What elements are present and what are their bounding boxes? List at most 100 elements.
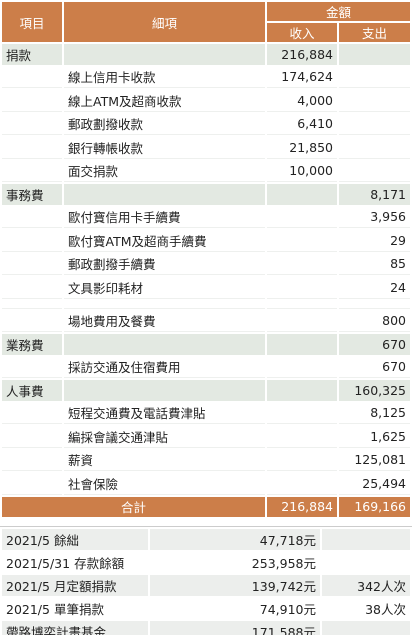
income-cell [267,426,337,448]
summary-amount: 47,718元 [150,528,320,550]
item-cell [2,357,62,378]
item-cell [2,137,62,159]
item-cell: 捐款 [2,44,62,65]
summary-amount: 171,588元 [150,620,320,635]
expense-cell: 670 [339,357,411,378]
detail-cell: 線上ATM及超商收款 [64,90,265,112]
item-cell [2,67,62,88]
detail-cell: 郵政劃撥收款 [64,114,265,135]
detail-cell [64,334,265,355]
expense-cell: 160,325 [339,380,411,401]
income-cell [267,450,337,471]
income-cell [267,230,337,252]
summary-row: 2021/5 單筆捐款 74,910元 38人次 [2,598,410,619]
summary-label: 2021/5 單筆捐款 [6,601,104,617]
expense-cell: 85 [339,254,411,275]
expense-cell: 24 [339,277,411,299]
expense-cell [339,137,411,159]
expense-cell: 8,171 [339,184,411,205]
item-cell [2,426,62,448]
summary-amount: 74,910元 [259,601,316,617]
empty-cell [64,301,265,309]
expense-cell: 670 [339,334,411,355]
header-row: 項目 細項 金額 [2,2,411,42]
income-cell [267,380,337,401]
summary-count [322,620,410,635]
expense-cell: 29 [339,230,411,252]
detail-row: 面交捐款 10,000 [2,161,411,182]
income-cell: 10,000 [267,161,337,182]
detail-cell: 場地費用及餐費 [64,311,265,332]
expense-cell: 8,125 [339,403,411,424]
income-cell [267,277,337,299]
expense-cell [339,90,411,112]
total-label: 合計 [2,496,265,517]
detail-row: 採訪交通及住宿費用 670 [2,357,411,378]
detail-cell: 短程交通費及電話費津貼 [64,403,265,424]
category-row: 事務費 8,171 [2,184,411,205]
table-header: 項目 細項 金額 收入 支出 [2,2,411,42]
total-expense: 169,166 [339,496,411,517]
item-cell [2,90,62,112]
expense-cell [339,67,411,88]
summary-label: 2021/5 月定額捐款 [2,574,148,596]
header-cell: 金額 [267,2,411,21]
item-cell [2,207,62,228]
item-cell [2,403,62,424]
detail-row: 社會保險 25,494 [2,473,411,495]
income-cell [267,311,337,332]
detail-cell: 社會保險 [64,473,265,495]
detail-row: 郵政劃撥手續費 85 [2,254,411,275]
item-cell [2,161,62,182]
detail-row: 銀行轉帳收款 21,850 [2,137,411,159]
detail-row: 短程交通費及電話費津貼 8,125 [2,403,411,424]
empty-cell [267,301,337,309]
item-cell [2,254,62,275]
summary-count [322,552,410,573]
summary-label: 2021/5 餘絀 [2,528,148,550]
finance-table: 項目 細項 金額 收入 支出 捐款 216,884 線上信用卡收款 174,624 線上… [2,2,411,517]
category-row: 業務費 670 [2,334,411,355]
category-row: 捐款 216,884 [2,44,411,65]
detail-row: 場地費用及餐費 800 [2,311,411,332]
summary-amount: 139,742元 [150,574,320,596]
summary-count: 342人次 [322,574,410,596]
expense-cell [339,44,411,65]
expense-cell: 125,081 [339,450,411,471]
expense-cell: 800 [339,311,411,332]
header-cell: 細項 [64,2,265,42]
detail-row: 文具影印耗材 24 [2,277,411,299]
item-cell [2,450,62,471]
detail-cell [64,44,265,65]
income-cell [267,184,337,205]
detail-cell: 銀行轉帳收款 [64,137,265,159]
income-cell: 6,410 [267,114,337,135]
summary-row: 帶路博奕計畫基金 171,588元 [2,620,410,635]
detail-cell: 採訪交通及住宿費用 [64,357,265,378]
item-cell [2,277,62,299]
item-cell [2,114,62,135]
total-income: 216,884 [267,496,337,517]
expense-cell: 3,956 [339,207,411,228]
empty-cell [2,301,62,309]
detail-cell: 歐付寶ATM及超商手續費 [64,230,265,252]
income-cell [267,403,337,424]
detail-cell: 郵政劃撥手續費 [64,254,265,275]
detail-cell: 歐付寶信用卡手續費 [64,207,265,228]
item-cell [2,473,62,495]
summary-row: 2021/5/31 存款餘額 253,958元 [2,552,410,573]
detail-row: 線上ATM及超商收款 4,000 [2,90,411,112]
summary-row: 2021/5 餘絀 47,718元 [2,528,410,550]
category-row: 人事費 160,325 [2,380,411,401]
summary-count [322,528,410,550]
detail-cell: 線上信用卡收款 [64,67,265,88]
income-cell [267,207,337,228]
detail-cell: 編採會議交通津貼 [64,426,265,448]
detail-row: 歐付寶ATM及超商手續費 29 [2,230,411,252]
detail-cell: 文具影印耗材 [64,277,265,299]
header-cell: 項目 [2,2,62,42]
summary-table: 2021/5 餘絀 47,718元 2021/5/31 存款餘額 253,958元 20… [0,525,412,635]
expense-cell: 1,625 [339,426,411,448]
summary-count: 38人次 [365,601,406,617]
